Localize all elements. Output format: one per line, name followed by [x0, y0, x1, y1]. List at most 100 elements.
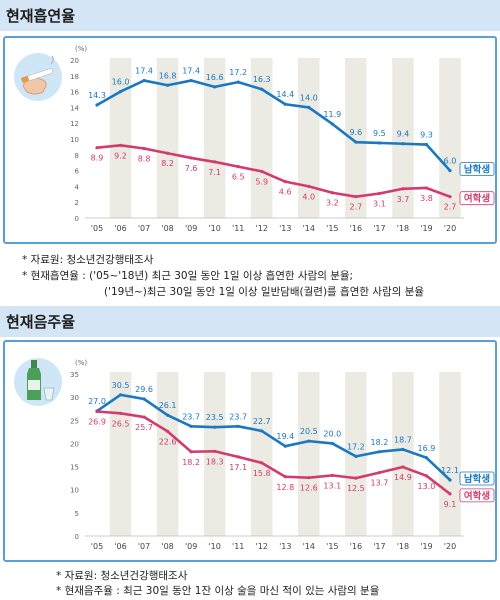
smoking-notes: * 자료원: 청소년건강행태조사 * 현재흡연율 : ('05~'18년) 최근… — [0, 252, 500, 298]
data-label: 16.8 — [159, 71, 177, 80]
data-label: 7.6 — [185, 164, 198, 173]
data-point — [424, 142, 429, 147]
column-band — [156, 58, 179, 218]
data-label: 3.2 — [326, 199, 339, 208]
series-name-label: 남학생 — [464, 164, 490, 176]
cigarette-hand-icon — [13, 52, 63, 106]
smoking-chart: 0 2 4 6 8 10 12 14 16 18 20 (%) '05 '06 '07 '08 '09 '10 '1… — [70, 45, 495, 233]
data-label: 9.1 — [444, 500, 457, 509]
data-label: 9.3 — [420, 131, 433, 140]
data-point — [260, 87, 264, 91]
series-line-male — [96, 393, 451, 481]
note-definition: * 현재음주율 : 최근 30일 동안 1잔 이상 술을 마신 적이 있는 사람… — [56, 585, 380, 597]
data-point — [283, 180, 287, 184]
section-header: 현재음주율 — [0, 306, 500, 337]
data-label: 18.3 — [206, 457, 224, 466]
data-point — [330, 122, 334, 126]
data-label: 27.0 — [88, 397, 106, 406]
series-tag-box — [459, 488, 495, 503]
data-label: 7.1 — [208, 168, 221, 177]
y-tick-label: 16 — [70, 89, 79, 97]
y-tick-label: 2 — [75, 199, 79, 207]
data-label: 3.8 — [420, 194, 433, 203]
data-point — [377, 470, 381, 475]
data-label: 16.0 — [112, 78, 130, 87]
x-tick-label: '10 — [208, 224, 220, 233]
x-tick-label: '17 — [373, 542, 385, 551]
data-label: 26.1 — [159, 401, 177, 410]
data-label: 16.9 — [418, 444, 436, 453]
data-label: 18.7 — [394, 435, 412, 444]
data-label: 9.5 — [373, 129, 386, 138]
section-header: 현재흡연율 — [0, 0, 500, 31]
data-label: 9.6 — [349, 128, 362, 137]
series-tag-box — [459, 162, 495, 176]
x-tick-label: '14 — [303, 224, 315, 233]
column-band — [392, 372, 414, 536]
data-point — [448, 478, 452, 482]
data-label: 17.4 — [135, 67, 153, 76]
data-label: 16.3 — [253, 75, 271, 84]
data-point — [236, 455, 240, 459]
data-point — [118, 143, 123, 147]
data-label: 3.1 — [373, 200, 386, 209]
data-label: 6.0 — [444, 157, 457, 166]
data-point — [118, 393, 123, 397]
data-point — [354, 476, 358, 480]
data-point — [448, 492, 452, 496]
data-label: 14.9 — [394, 473, 412, 482]
y-tick-label: 20 — [70, 57, 79, 65]
data-point — [142, 415, 146, 419]
x-tick-label: '16 — [350, 224, 362, 233]
column-band — [203, 372, 226, 536]
drinking-chart: 0 5 10 15 20 25 30 35 (%) '05 '06 '07 '08 '09 '10 '11 '1… — [70, 359, 495, 551]
data-label: 5.9 — [255, 177, 268, 186]
series-name-label: 여학생 — [464, 490, 490, 502]
column-band — [392, 58, 414, 218]
data-label: 2.7 — [349, 203, 362, 212]
data-point — [401, 187, 405, 191]
data-label: 15.8 — [253, 469, 271, 478]
data-point — [118, 411, 123, 415]
column-band — [298, 372, 320, 536]
data-point — [142, 78, 146, 83]
note-source: * 자료원: 청소년건강행태조사 — [56, 570, 188, 582]
x-tick-label: '20 — [444, 542, 456, 551]
x-tick-label: '05 — [91, 224, 103, 233]
series-line-male — [96, 79, 451, 172]
data-point — [283, 444, 287, 448]
x-tick-label: '09 — [185, 224, 197, 233]
data-label: 9.2 — [114, 151, 127, 160]
column-band — [439, 372, 461, 536]
x-tick-label: '06 — [114, 224, 126, 233]
x-tick-label: '14 — [303, 542, 315, 551]
data-label: 17.2 — [229, 68, 247, 77]
column-band — [250, 58, 273, 218]
x-tick-label: '11 — [232, 542, 244, 551]
data-label: 23.5 — [206, 413, 224, 422]
note-definition-2019: ('19년~)최근 30일 동안 1일 이상 일반담배(궐련)를 흡연한 사람의… — [104, 286, 425, 298]
column-band — [439, 58, 461, 218]
data-label: 11.9 — [323, 110, 341, 119]
column-band — [109, 58, 132, 218]
data-point — [260, 169, 264, 173]
data-label: 30.5 — [112, 381, 130, 390]
drinking-notes: * 자료원: 청소년건강행태조사 * 현재음주율 : 최근 30일 동안 1잔 … — [0, 568, 500, 600]
data-point — [330, 441, 334, 446]
x-tick-label: '19 — [420, 542, 432, 551]
data-point — [330, 473, 334, 477]
data-point — [213, 160, 217, 164]
data-label: 14.0 — [300, 93, 318, 102]
data-label: 18.2 — [182, 458, 200, 467]
data-label: 13.0 — [418, 482, 436, 491]
x-tick-label: '10 — [208, 542, 220, 551]
data-label: 12.5 — [347, 484, 365, 493]
x-tick-label: '12 — [256, 542, 268, 551]
data-point — [377, 191, 381, 196]
x-tick-label: '08 — [161, 224, 173, 233]
note-definition: * 현재흡연율 : ('05~'18년) 최근 30일 동안 1일 이상 흡연한… — [22, 270, 354, 282]
series-tag-box — [459, 191, 495, 206]
data-point — [307, 476, 311, 480]
data-label: 18.2 — [370, 438, 388, 447]
x-tick-label: '17 — [373, 224, 385, 233]
